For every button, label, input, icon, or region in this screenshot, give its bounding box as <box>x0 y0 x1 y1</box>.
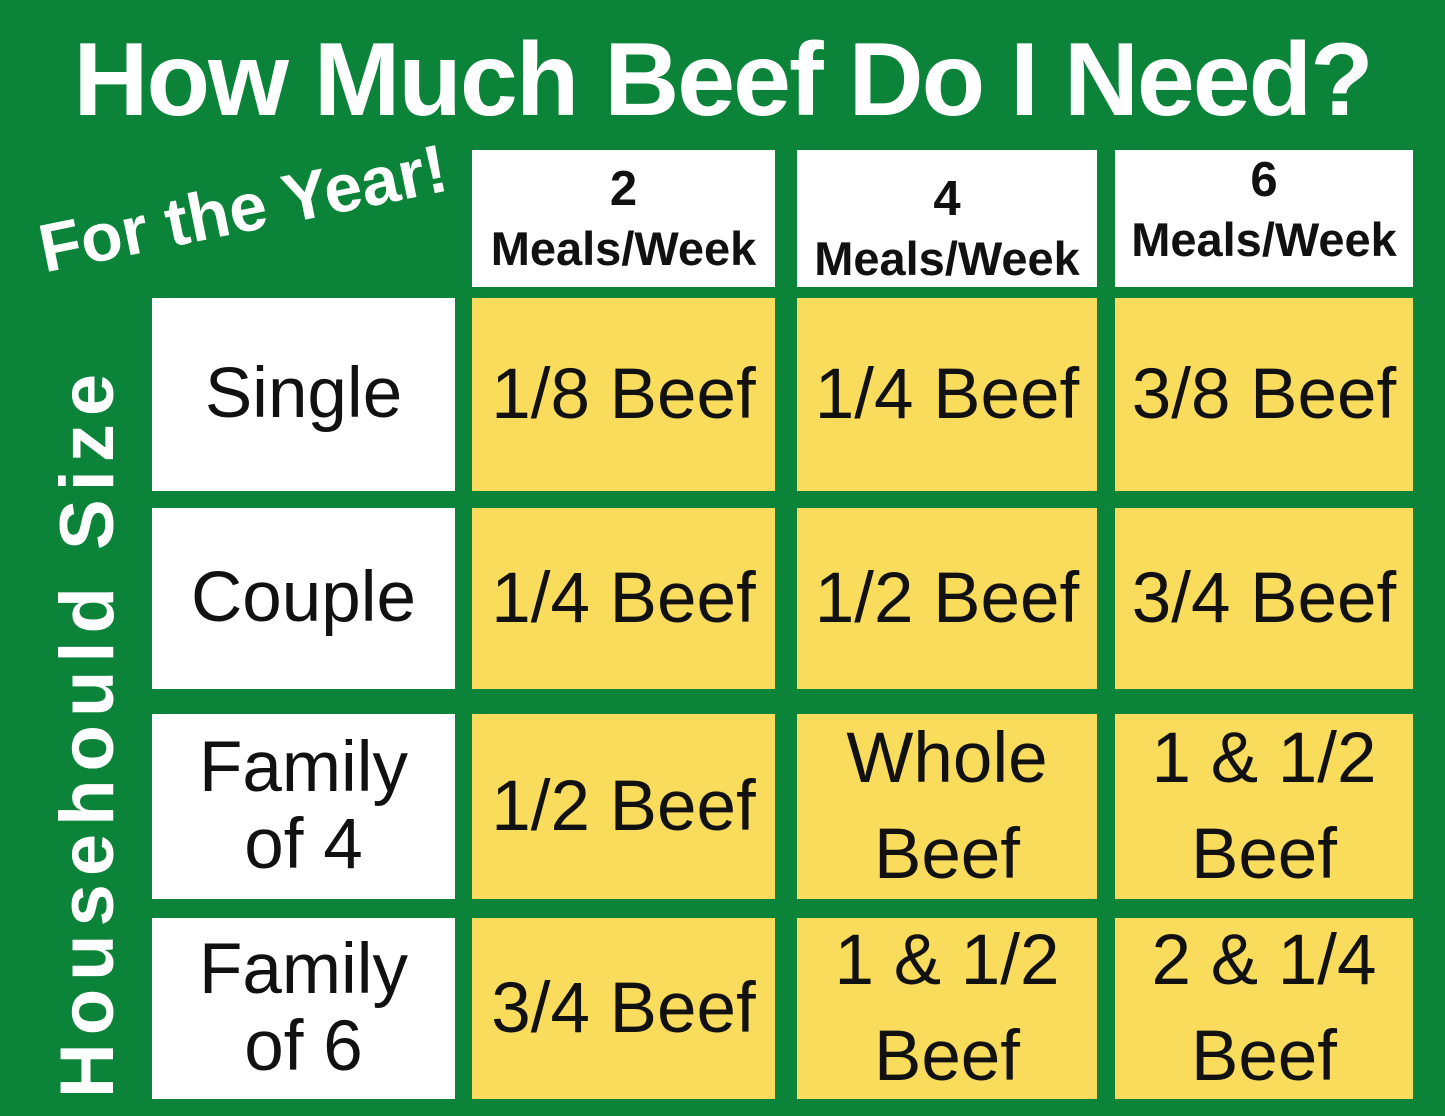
cell-couple-2meals: 1/4 Beef <box>472 508 775 689</box>
column-header-2-meals-number: 2 <box>609 161 638 216</box>
row-header-family-of-4: Family of 4 <box>152 714 455 899</box>
cell-single-2meals: 1/8 Beef <box>472 298 775 491</box>
column-header-4-meals-text: 4 Meals/Week <box>814 170 1080 287</box>
cell-couple-4meals: 1/2 Beef <box>797 508 1097 689</box>
column-header-6-meals-text: 6 Meals/Week <box>1131 151 1397 268</box>
cell-single-6meals: 3/8 Beef <box>1115 298 1413 491</box>
column-header-2-meals-label: Meals/Week <box>490 221 757 275</box>
cell-single-4meals: 1/4 Beef <box>797 298 1097 491</box>
column-header-2-meals: 2 Meals/Week <box>472 150 775 287</box>
column-header-6-meals: 6 Meals/Week <box>1115 150 1413 287</box>
column-header-2-meals-text: 2 Meals/Week <box>491 160 757 277</box>
column-header-6-meals-number: 6 <box>1250 152 1278 207</box>
column-header-4-meals-number: 4 <box>933 171 961 226</box>
household-size-axis-label: Househould Size <box>45 365 130 1099</box>
row-header-single: Single <box>152 298 455 491</box>
row-header-couple: Couple <box>152 508 455 689</box>
column-header-6-meals-label: Meals/Week <box>1131 212 1397 266</box>
column-header-4-meals-label: Meals/Week <box>814 231 1080 285</box>
column-header-4-meals: 4 Meals/Week <box>797 150 1097 287</box>
cell-family6-4meals: 1 & 1/2 Beef <box>797 918 1097 1099</box>
page-title: How Much Beef Do I Need? <box>73 22 1373 138</box>
cell-family6-6meals: 2 & 1/4 Beef <box>1115 918 1413 1099</box>
cell-family6-2meals: 3/4 Beef <box>472 918 775 1099</box>
row-header-family-of-6: Family of 6 <box>152 918 455 1099</box>
cell-family4-4meals: Whole Beef <box>797 714 1097 899</box>
for-the-year-label: For the Year! <box>32 130 454 288</box>
cell-couple-6meals: 3/4 Beef <box>1115 508 1413 689</box>
cell-family4-2meals: 1/2 Beef <box>472 714 775 899</box>
cell-family4-6meals: 1 & 1/2 Beef <box>1115 714 1413 899</box>
